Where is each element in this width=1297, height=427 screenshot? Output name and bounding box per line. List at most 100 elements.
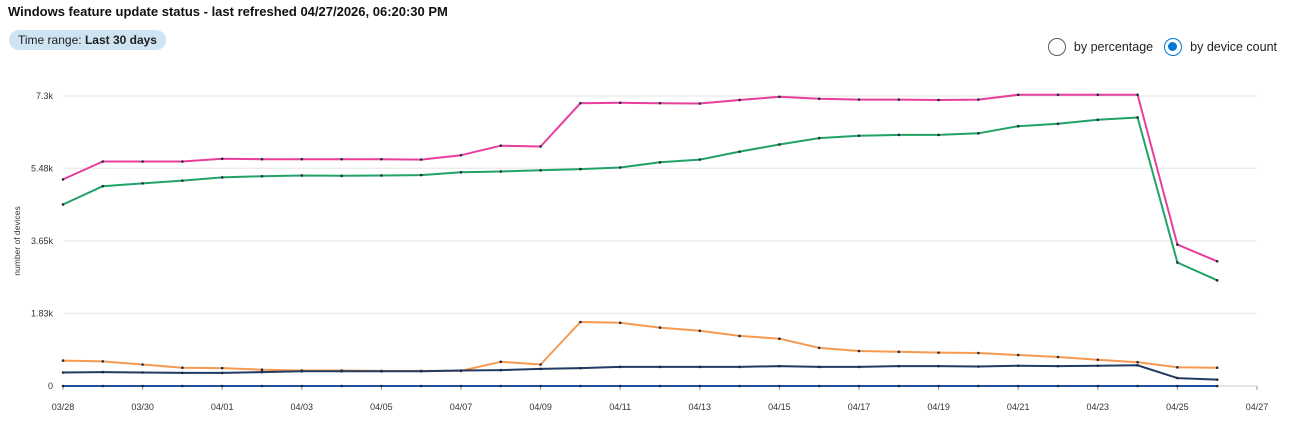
data-point[interactable]: [141, 182, 144, 185]
data-point[interactable]: [579, 101, 582, 105]
data-point[interactable]: [658, 365, 662, 369]
data-point[interactable]: [1016, 364, 1020, 368]
data-point[interactable]: [220, 176, 224, 179]
data-point[interactable]: [220, 157, 224, 161]
data-point[interactable]: [459, 369, 463, 372]
data-point[interactable]: [897, 133, 901, 137]
data-point[interactable]: [101, 384, 105, 388]
data-point[interactable]: [977, 351, 980, 355]
data-point[interactable]: [340, 370, 343, 373]
data-point[interactable]: [857, 384, 861, 388]
data-point[interactable]: [1136, 360, 1139, 364]
data-point[interactable]: [579, 366, 582, 370]
data-point[interactable]: [857, 98, 861, 101]
data-point[interactable]: [1096, 384, 1100, 388]
data-point[interactable]: [459, 153, 463, 157]
data-point[interactable]: [897, 98, 901, 101]
data-point[interactable]: [1176, 243, 1179, 246]
data-point[interactable]: [101, 160, 105, 163]
data-point[interactable]: [897, 350, 901, 354]
data-point[interactable]: [937, 364, 940, 368]
data-point[interactable]: [817, 346, 821, 350]
data-point[interactable]: [778, 384, 781, 388]
data-point[interactable]: [260, 174, 264, 178]
data-point[interactable]: [61, 203, 65, 206]
data-point[interactable]: [618, 166, 622, 169]
data-point[interactable]: [977, 132, 980, 135]
data-point[interactable]: [181, 371, 184, 375]
data-point[interactable]: [260, 368, 264, 372]
data-point[interactable]: [1016, 93, 1020, 97]
data-point[interactable]: [181, 160, 184, 163]
data-point[interactable]: [539, 145, 542, 148]
data-point[interactable]: [1096, 358, 1100, 362]
data-point[interactable]: [419, 173, 423, 177]
data-point[interactable]: [141, 384, 144, 388]
data-point[interactable]: [499, 384, 503, 388]
data-point[interactable]: [300, 174, 304, 177]
data-point[interactable]: [937, 98, 940, 102]
data-point[interactable]: [141, 371, 144, 374]
data-point[interactable]: [817, 136, 821, 140]
data-point[interactable]: [1215, 259, 1219, 263]
data-point[interactable]: [817, 365, 821, 369]
data-point[interactable]: [579, 167, 582, 171]
data-point[interactable]: [499, 144, 503, 147]
data-point[interactable]: [1176, 384, 1179, 388]
data-point[interactable]: [1056, 364, 1060, 368]
data-point[interactable]: [260, 384, 264, 388]
data-point[interactable]: [738, 365, 741, 369]
data-point[interactable]: [181, 366, 184, 370]
data-point[interactable]: [141, 363, 144, 366]
data-point[interactable]: [817, 384, 821, 388]
data-point[interactable]: [1056, 93, 1060, 97]
data-point[interactable]: [141, 160, 144, 163]
data-point[interactable]: [220, 371, 224, 375]
data-point[interactable]: [778, 337, 781, 341]
data-point[interactable]: [738, 334, 741, 338]
data-point[interactable]: [698, 329, 702, 333]
data-point[interactable]: [1136, 364, 1139, 367]
data-point[interactable]: [459, 170, 463, 174]
data-point[interactable]: [658, 101, 662, 105]
data-point[interactable]: [380, 370, 383, 373]
data-point[interactable]: [698, 158, 702, 161]
data-point[interactable]: [101, 360, 105, 363]
data-point[interactable]: [61, 359, 65, 362]
data-point[interactable]: [220, 384, 224, 388]
data-point[interactable]: [658, 161, 662, 164]
time-range-filter[interactable]: Time range: Last 30 days: [9, 30, 166, 50]
data-point[interactable]: [698, 365, 702, 369]
data-point[interactable]: [300, 370, 304, 373]
data-point[interactable]: [499, 360, 503, 364]
data-point[interactable]: [618, 101, 622, 105]
by-device-count-radio[interactable]: by device count: [1164, 38, 1277, 56]
data-point[interactable]: [1136, 116, 1139, 119]
data-point[interactable]: [937, 133, 940, 137]
by-percentage-radio[interactable]: by percentage: [1047, 38, 1153, 56]
data-point[interactable]: [1136, 93, 1139, 97]
data-point[interactable]: [1056, 122, 1060, 126]
data-point[interactable]: [181, 179, 184, 182]
data-point[interactable]: [61, 178, 65, 181]
data-point[interactable]: [857, 365, 861, 369]
data-point[interactable]: [698, 102, 702, 105]
data-point[interactable]: [1096, 93, 1100, 97]
data-point[interactable]: [380, 157, 383, 161]
data-point[interactable]: [300, 157, 304, 161]
data-point[interactable]: [101, 184, 105, 188]
data-point[interactable]: [1215, 279, 1219, 282]
data-point[interactable]: [380, 384, 383, 388]
data-point[interactable]: [937, 384, 940, 388]
data-point[interactable]: [778, 364, 781, 368]
data-point[interactable]: [1215, 378, 1219, 381]
data-point[interactable]: [897, 384, 901, 388]
data-point[interactable]: [419, 158, 423, 161]
data-point[interactable]: [380, 174, 383, 177]
data-point[interactable]: [1056, 355, 1060, 359]
data-point[interactable]: [618, 365, 622, 369]
data-point[interactable]: [1056, 384, 1060, 388]
data-point[interactable]: [618, 321, 622, 325]
data-point[interactable]: [419, 370, 423, 373]
data-point[interactable]: [937, 351, 940, 354]
